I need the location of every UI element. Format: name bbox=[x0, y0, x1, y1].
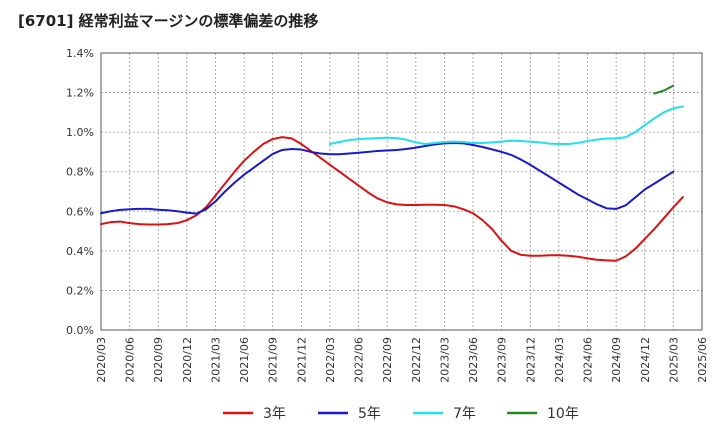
legend-label: 3年 bbox=[263, 406, 286, 422]
legend-label: 7年 bbox=[453, 406, 476, 422]
x-tick-label: 2022/12 bbox=[410, 337, 423, 383]
x-tick-label: 2023/09 bbox=[496, 337, 509, 383]
x-tick-label: 2020/09 bbox=[152, 337, 165, 383]
x-tick-label: 2025/03 bbox=[667, 337, 680, 383]
x-tick-label: 2025/06 bbox=[696, 337, 709, 383]
series-line bbox=[328, 105, 684, 146]
x-tick-label: 2021/03 bbox=[209, 337, 222, 383]
y-tick-label: 1.2% bbox=[66, 87, 94, 100]
x-tick-label: 2023/12 bbox=[524, 337, 537, 383]
x-tick-label: 2022/09 bbox=[381, 337, 394, 383]
y-tick-label: 0.0% bbox=[66, 324, 94, 337]
x-tick-label: 2023/06 bbox=[467, 337, 480, 383]
legend-label: 10年 bbox=[547, 406, 579, 422]
chart-title: [6701] 経常利益マージンの標準偏差の推移 bbox=[18, 12, 319, 30]
x-tick-label: 2023/03 bbox=[438, 337, 451, 383]
x-tick-label: 2024/09 bbox=[610, 337, 623, 383]
plot-frame bbox=[100, 52, 703, 331]
y-tick-label: 0.8% bbox=[66, 166, 94, 179]
x-tick-label: 2022/06 bbox=[353, 337, 366, 383]
x-tick-label: 2024/12 bbox=[639, 337, 652, 383]
y-tick-label: 0.6% bbox=[66, 205, 94, 218]
x-tick-label: 2021/06 bbox=[238, 337, 251, 383]
y-tick-label: 1.0% bbox=[66, 126, 94, 139]
x-tick-label: 2024/03 bbox=[553, 337, 566, 383]
x-tick-label: 2020/03 bbox=[95, 337, 108, 383]
y-tick-label: 0.4% bbox=[66, 245, 94, 258]
y-tick-label: 1.4% bbox=[66, 47, 94, 60]
x-tick-label: 2021/09 bbox=[267, 337, 280, 383]
x-tick-label: 2020/06 bbox=[124, 337, 137, 383]
x-tick-label: 2020/12 bbox=[181, 337, 194, 383]
series-line bbox=[653, 84, 675, 95]
legend-label: 5年 bbox=[358, 406, 381, 422]
y-tick-label: 0.2% bbox=[66, 284, 94, 297]
x-tick-label: 2022/03 bbox=[324, 337, 337, 383]
series-line bbox=[100, 142, 675, 215]
x-tick-label: 2021/12 bbox=[295, 337, 308, 383]
plot-area bbox=[101, 53, 702, 330]
x-tick-label: 2024/06 bbox=[582, 337, 595, 383]
